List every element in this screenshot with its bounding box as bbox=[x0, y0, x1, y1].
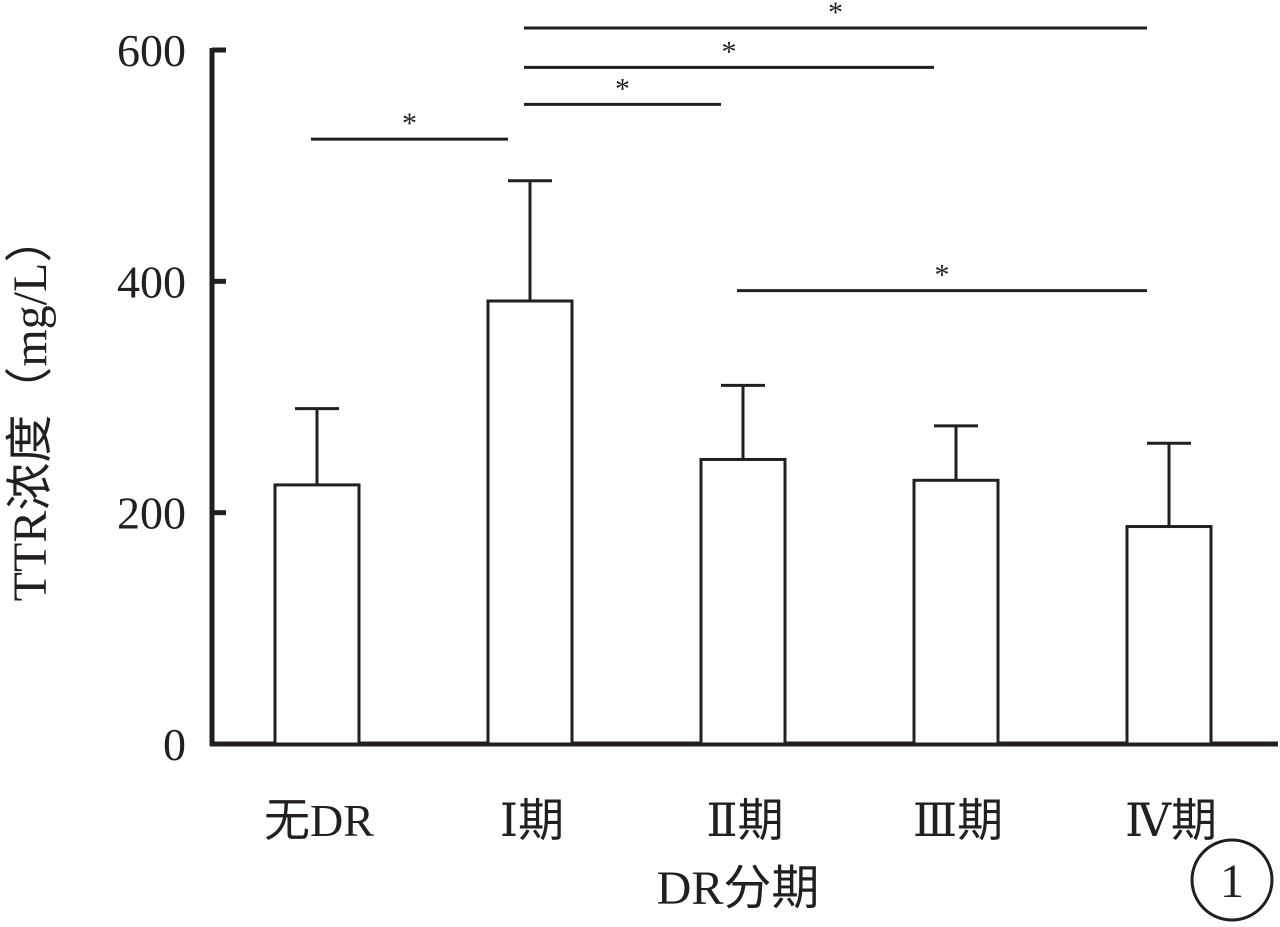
panel-label-circle bbox=[1190, 838, 1274, 922]
y-tick-label: 0 bbox=[163, 719, 186, 770]
x-tick-label: 无DR bbox=[264, 795, 374, 846]
y-tick-label: 600 bbox=[117, 25, 186, 76]
bar bbox=[912, 478, 1000, 746]
y-axis-ticks: 0 200 400 600 bbox=[117, 25, 226, 770]
panel-label: 1 bbox=[1190, 838, 1274, 922]
bar bbox=[486, 299, 574, 746]
x-axis-title: DR分期 bbox=[657, 862, 820, 915]
bars bbox=[273, 299, 1213, 746]
bar bbox=[1125, 525, 1213, 746]
error-bars bbox=[295, 179, 1191, 527]
bar bbox=[699, 457, 787, 746]
significance-brackets: * * * * * bbox=[311, 0, 1147, 293]
significance-star: * bbox=[935, 259, 950, 292]
significance-star: * bbox=[722, 35, 737, 68]
significance-star: * bbox=[402, 107, 417, 140]
y-axis-title: TTR浓度（mg/L） bbox=[4, 215, 57, 602]
y-tick-label: 400 bbox=[117, 256, 186, 307]
significance-star: * bbox=[828, 0, 843, 29]
x-tick-label: Ⅲ期 bbox=[913, 795, 1003, 846]
x-tick-label: Ⅳ期 bbox=[1125, 795, 1217, 846]
bar bbox=[273, 483, 361, 746]
x-tick-label: Ⅱ期 bbox=[706, 795, 783, 846]
x-tick-label: Ⅰ期 bbox=[500, 795, 564, 846]
y-tick-label: 200 bbox=[117, 488, 186, 539]
significance-star: * bbox=[615, 72, 630, 105]
x-axis-tick-labels: 无DR Ⅰ期 Ⅱ期 Ⅲ期 Ⅳ期 bbox=[264, 795, 1217, 846]
panel-label-text: 1 bbox=[1220, 855, 1244, 908]
